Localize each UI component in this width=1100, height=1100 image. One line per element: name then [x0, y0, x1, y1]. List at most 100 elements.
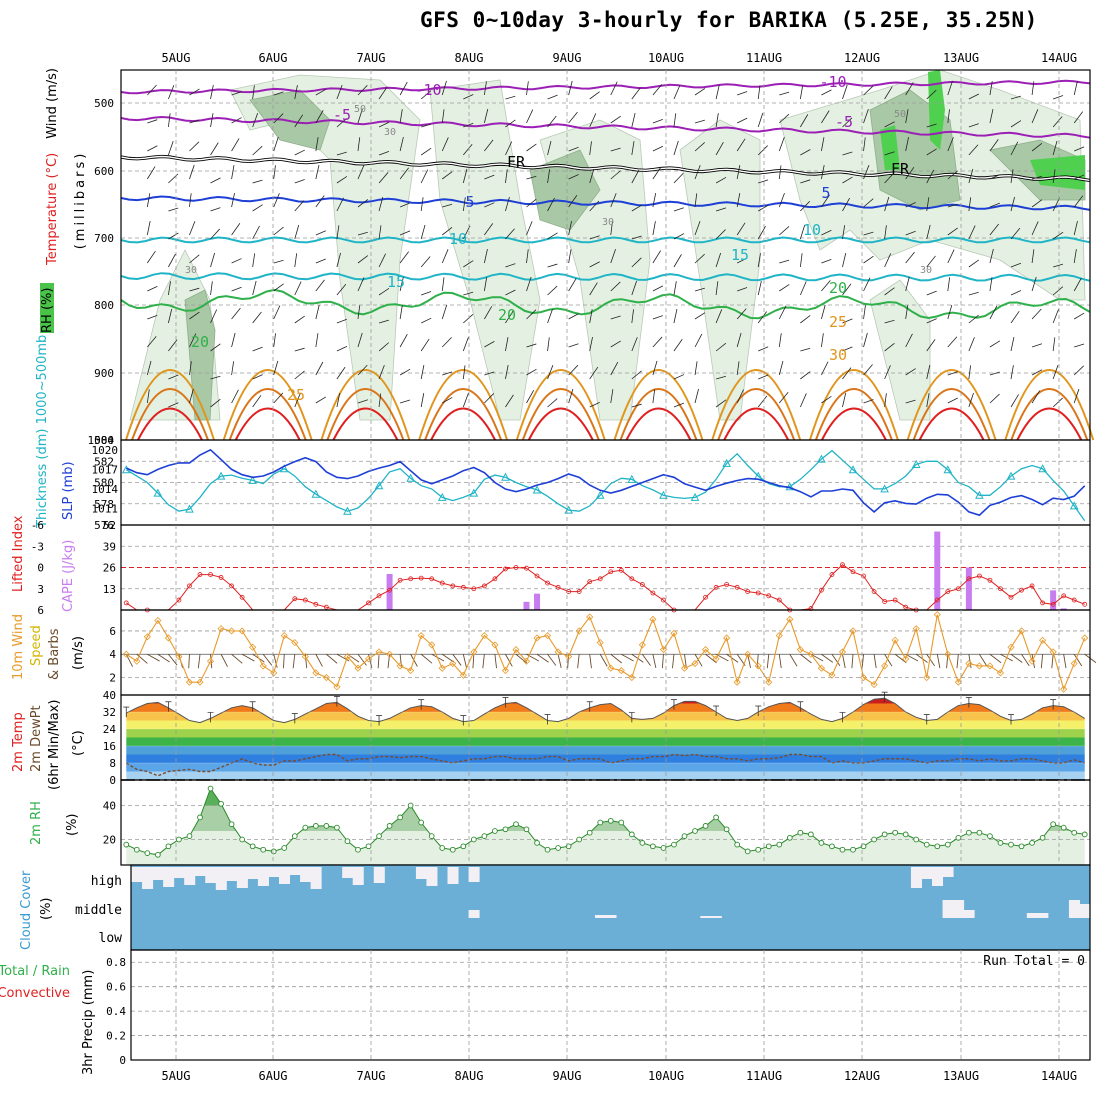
wind-barb: [1052, 286, 1064, 296]
wind-barb: [294, 281, 302, 296]
wind-barb: [147, 119, 158, 124]
wind-speed-point: [143, 633, 151, 641]
wind-barb: [547, 169, 551, 184]
surface-wind-barb: [357, 653, 367, 666]
wind-barb: [357, 305, 361, 320]
wind-barb: [968, 337, 975, 352]
wind-barb: [652, 389, 656, 404]
wind-barb: [315, 110, 324, 124]
wind-barb: [736, 361, 740, 376]
rh-point: [797, 829, 804, 836]
wind-barb: [526, 109, 534, 124]
rh-point: [818, 840, 825, 846]
wind-barb: [1010, 394, 1019, 408]
wind-barb: [294, 370, 305, 380]
wind-barb: [1031, 175, 1042, 180]
cloud-middle-block: [963, 910, 975, 918]
wind-barb: [484, 306, 493, 320]
rh-point: [839, 846, 846, 853]
wind-barb: [884, 253, 892, 268]
wind-barb: [547, 197, 555, 212]
wind-barb: [652, 360, 658, 376]
wind-barb: [357, 277, 365, 292]
wind-barb: [947, 203, 958, 208]
wind-barb: [568, 174, 579, 180]
wind-barb: [547, 337, 550, 352]
isotherm-diurnal: [137, 407, 1083, 441]
wind-barb: [462, 392, 469, 408]
wind-barb: [252, 145, 263, 156]
wind-speed-point: [754, 662, 762, 670]
surface-wind-barb: [831, 653, 841, 667]
lifted-index-point: [587, 579, 593, 585]
surface-wind-barb: [726, 653, 739, 663]
surface-wind-barb: [462, 654, 467, 668]
wind-barb: [336, 151, 347, 156]
wind-barb: [336, 318, 347, 324]
wind-speed-point: [838, 648, 847, 656]
wind-barb: [231, 138, 240, 152]
wind10-panel: 6 4 2: [109, 609, 1097, 696]
wind-speed-point: [765, 678, 773, 686]
wind-barb: [610, 248, 616, 264]
wind-barb: [737, 287, 748, 292]
cloud-level-label: high: [91, 874, 122, 889]
axis-title-slp: SLP (mb): [61, 461, 76, 520]
wind-barb: [294, 393, 301, 408]
slp-tick-label: 1011: [92, 503, 119, 516]
wind-barb: [146, 166, 156, 180]
wind-barb: [357, 255, 369, 264]
date-label-top: 9AUG: [553, 51, 582, 65]
wind-barb: [568, 220, 572, 236]
slp-tick-label: 1017: [92, 463, 119, 476]
surface-wind-barb: [377, 654, 380, 669]
wind-barb: [547, 232, 558, 240]
wind-barb: [462, 336, 469, 352]
wind-barb: [231, 361, 235, 376]
cloud-middle-block: [942, 900, 954, 918]
isotherm-label: 5: [821, 184, 830, 202]
thickness-point: [406, 473, 415, 482]
wind-barb: [821, 259, 832, 264]
wind-barb: [147, 285, 158, 292]
cloud-high-block: [289, 867, 301, 875]
wind-barb: [631, 280, 637, 296]
wind-barb: [399, 202, 411, 208]
wind-barb: [926, 255, 936, 268]
wind-speed-point: [986, 662, 994, 670]
temp-band: [126, 720, 1085, 729]
wind-barb: [1031, 142, 1043, 152]
wind-barb: [610, 340, 621, 348]
wind-speed-point: [649, 615, 657, 623]
surface-wind-barb: [482, 654, 485, 669]
wind-barb: [210, 343, 221, 352]
rh-point: [513, 821, 519, 828]
wind-barb: [799, 281, 807, 296]
surface-wind-barb: [157, 653, 170, 663]
wind-barb: [294, 179, 305, 184]
wind-barb: [484, 393, 495, 404]
wind-barb: [294, 347, 305, 352]
rh-point: [1081, 831, 1088, 838]
wind-barb: [989, 393, 1000, 404]
rh-point: [808, 831, 814, 838]
wind-barb: [146, 193, 151, 208]
lifted-index-point: [724, 582, 730, 587]
wind-speed-point: [670, 629, 678, 637]
pressure-tick-label: 900: [94, 367, 114, 380]
wind-speed-point: [206, 657, 215, 665]
wind-barb: [610, 81, 618, 96]
rh-point: [186, 833, 193, 839]
wind-barb: [1010, 95, 1021, 100]
wind-tick-label: 4: [109, 648, 116, 661]
rh-area-high: [126, 788, 1085, 806]
wind-barb: [905, 202, 916, 208]
rh-point: [397, 814, 403, 821]
lifted-index-point: [713, 584, 719, 590]
surface-wind-barb: [599, 654, 608, 667]
wind-barb: [294, 253, 298, 268]
wind-barb: [420, 147, 432, 156]
lifted-index-point: [576, 589, 582, 594]
wind-barb: [210, 142, 219, 156]
rh-point: [650, 843, 656, 850]
